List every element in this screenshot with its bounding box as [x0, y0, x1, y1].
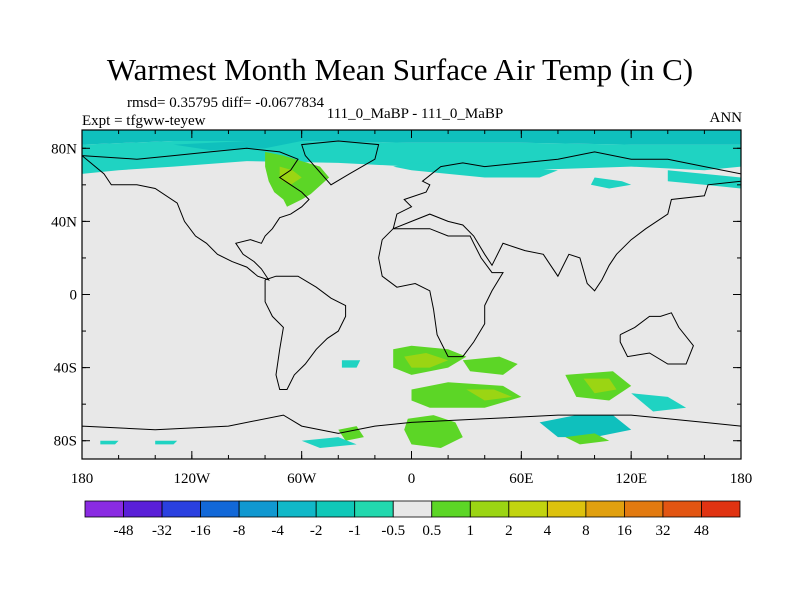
y-tick-label: 40S [54, 361, 77, 377]
anomaly-region-19 [565, 433, 610, 445]
anomaly-region-9 [404, 353, 449, 368]
legend-label: 32 [655, 523, 670, 539]
coastline-antarctica [82, 414, 741, 459]
x-tick-label: 60E [509, 471, 533, 487]
anomaly-region-11 [466, 389, 513, 401]
season-label: ANN [709, 110, 743, 126]
legend-swatch [161, 500, 201, 518]
anomaly-region-6 [590, 177, 632, 189]
legend-label: 1 [467, 523, 475, 539]
y-tick-label: 80N [51, 141, 77, 157]
legend-swatch [469, 500, 510, 518]
anomaly-region-5 [393, 162, 558, 178]
anomaly-region-14 [583, 378, 617, 394]
anomaly-region-2 [173, 141, 302, 151]
map-axes: 180 120W 60W 0 60E 120E 180 80N 40N 0 40S 80S [51, 129, 753, 487]
legend-swatch [277, 500, 317, 518]
anomaly-region-15 [631, 393, 687, 412]
y-tick-label: 0 [70, 288, 78, 304]
legend-label: -2 [310, 523, 323, 539]
legend-swatch [392, 500, 433, 518]
legend-label: 2 [505, 523, 513, 539]
legend-swatch [701, 500, 741, 518]
legend-swatch [315, 500, 356, 518]
legend-swatch [238, 500, 279, 518]
legend-label: 48 [694, 523, 709, 539]
legend-swatch [508, 500, 548, 518]
x-tick-label: 0 [408, 471, 416, 487]
x-tick-label: 180 [730, 471, 753, 487]
legend-label: -1 [348, 523, 361, 539]
comparison-label: 111_0_MaBP - 111_0_MaBP [326, 106, 504, 122]
anomaly-region-21 [301, 437, 357, 448]
anomaly-region-0 [82, 141, 741, 174]
coastline-south-america [264, 275, 347, 390]
anomaly-region-17 [404, 415, 463, 448]
map-background [82, 130, 741, 459]
legend-swatch [585, 500, 625, 518]
anomaly-region-4 [279, 166, 302, 185]
anomaly-region-18 [539, 415, 632, 438]
legend-label: 4 [544, 523, 552, 539]
legend-label: 16 [617, 523, 633, 539]
legend-label: -32 [152, 523, 172, 539]
legend-swatch [354, 500, 394, 518]
stats-label: rmsd= 0.35795 diff= -0.0677834 [127, 95, 325, 111]
legend-swatch [431, 500, 471, 518]
coastline-australia [619, 312, 694, 365]
y-tick-label: 80S [54, 434, 77, 450]
x-tick-label: 60W [287, 471, 317, 487]
anomaly-region-10 [411, 382, 522, 408]
legend-label: -48 [114, 523, 134, 539]
anomaly-region-12 [462, 356, 518, 375]
x-tick-label: 120W [173, 471, 211, 487]
legend-swatch [123, 500, 163, 518]
legend-label: -4 [271, 523, 284, 539]
color-legend: -48 -32 -16 -8 -4 -2 -1 -0.5 0.5 1 2 4 8 16 32 48 [84, 500, 741, 539]
anomaly-region-16 [341, 360, 361, 368]
legend-label: -0.5 [381, 523, 405, 539]
coastline-africa [378, 228, 504, 358]
legend-label: 0.5 [422, 523, 441, 539]
x-tick-label: 180 [71, 471, 94, 487]
anomaly-region-7 [667, 170, 741, 189]
legend-swatch [546, 500, 587, 518]
x-tick-label: 120E [615, 471, 647, 487]
y-tick-label: 40N [51, 214, 77, 230]
legend-label: -8 [233, 523, 246, 539]
coastline-greenland [301, 140, 380, 186]
legend-swatch [624, 500, 664, 518]
legend-swatch [200, 500, 240, 518]
coastline-north-america [82, 147, 310, 281]
legend-label: 8 [582, 523, 590, 539]
coastline-eurasia [392, 151, 741, 292]
anomaly-region-23 [100, 440, 119, 445]
anomaly-region-22 [155, 440, 178, 445]
legend-swatch [662, 500, 702, 518]
experiment-label: Expt = tfgww-teyew [82, 113, 206, 129]
map-layer [82, 130, 741, 459]
legend-label: -16 [191, 523, 211, 539]
plot-title: Warmest Month Mean Surface Air Temp (in … [106, 52, 694, 87]
legend-swatch [84, 500, 124, 518]
